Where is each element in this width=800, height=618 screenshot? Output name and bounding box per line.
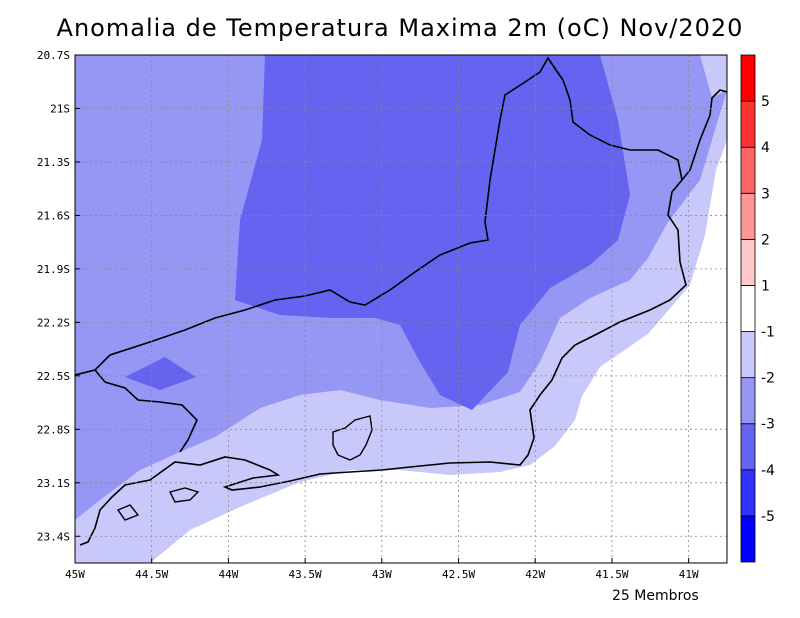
colorbar: -5 -4 -3 -2 -1 1 2 3 4 5 [740,54,775,563]
colorbar-label: -3 [761,417,775,433]
colorbar-label: 1 [761,278,770,294]
colorbar-label: 5 [761,94,770,110]
lon-tick-label: 44W [218,568,238,581]
anomaly-contour-zero [150,140,727,563]
lat-tick-label: 23.4S [37,530,70,543]
colorbar-label: -4 [761,463,775,479]
lon-tick-label: 43W [372,568,392,581]
lat-tick-label: 22.5S [37,370,70,383]
colorbar-label: 3 [761,186,770,202]
colorbar-swatch [740,515,756,563]
state-boundary-line [75,56,687,546]
lat-tick-label: 21S [50,102,70,115]
inner-boundary-line [94,369,198,453]
colorbar-swatch [740,469,756,517]
colorbar-label: -2 [761,371,775,387]
colorbar-label: 2 [761,232,770,248]
lat-tick-label: 21.6S [37,209,70,222]
lat-tick-label: 20.7S [37,49,70,62]
anomaly-contour-minus3-north [235,55,630,410]
colorbar-swatch [740,377,756,425]
lat-tick-label: 22.8S [37,423,70,436]
ne-coast-line [681,89,727,181]
latitude-ticks: 20.7S 21S 21.3S 21.6S 21.9S 22.2S 22.5S 22.8S 23… [37,49,80,543]
lon-tick-label: 41W [679,568,699,581]
grid-lines [75,55,727,563]
lon-tick-label: 44.5W [135,568,168,581]
map-title: Anomalia de Temperatura Maxima 2m (oC) N… [56,14,744,42]
lat-tick-label: 21.9S [37,263,70,276]
colorbar-label: -1 [761,325,775,341]
colorbar-swatch [740,331,756,379]
lat-tick-label: 23.1S [37,477,70,490]
anomaly-contour-minus1-ne [700,55,727,98]
colorbar-swatch [740,100,756,148]
longitude-ticks: 45W 44.5W 44W 43.5W 43W 42.5W 42W 41.5W 41W [65,558,699,581]
plot-frame [74,54,728,564]
southwest-islands-line [116,487,200,521]
colorbar-swatch [740,54,756,102]
lon-tick-label: 43.5W [289,568,322,581]
colorbar-swatch [740,238,756,286]
colorbar-swatch [740,423,756,471]
colorbar-swatch [740,192,756,240]
members-footer: 25 Membros [612,588,699,604]
colorbar-label: -5 [761,509,775,525]
lon-tick-label: 42.5W [442,568,475,581]
lat-tick-label: 22.2S [37,316,70,329]
colorbar-label: 4 [761,140,770,156]
lon-tick-label: 41.5W [595,568,628,581]
bay-island-line [332,415,373,461]
lat-tick-label: 21.3S [37,156,70,169]
colorbar-swatch [740,285,756,332]
anomaly-contour-minus3-west [125,357,196,390]
lon-tick-label: 45W [65,568,85,581]
lon-tick-label: 42W [525,568,545,581]
colorbar-swatch [740,146,756,194]
